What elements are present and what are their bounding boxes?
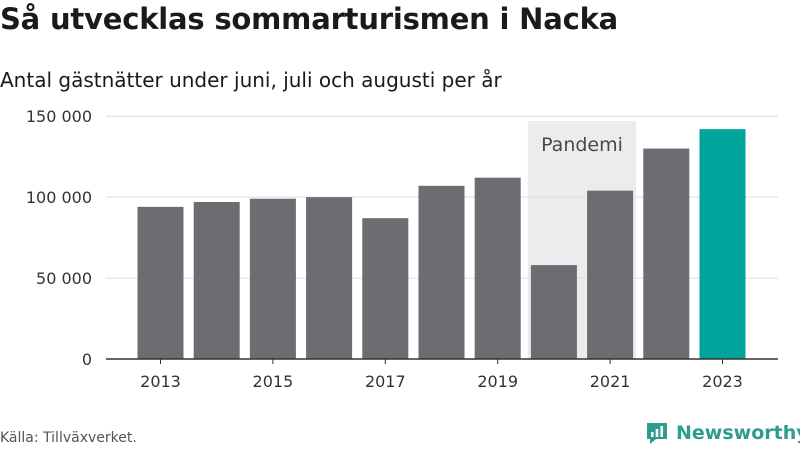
bar-2016 — [306, 197, 353, 359]
bar-2017 — [362, 218, 409, 359]
x-tick-label: 2019 — [477, 372, 518, 391]
x-tick-label: 2023 — [702, 372, 743, 391]
bar-2021 — [587, 190, 634, 359]
brand-logo: Newsworthy — [644, 420, 800, 446]
bar-2013 — [137, 206, 184, 359]
x-tick-label: 2017 — [365, 372, 406, 391]
chart-subtitle: Antal gästnätter under juni, juli och au… — [0, 68, 502, 92]
brand-name: Newsworthy — [676, 422, 800, 444]
bar-2018 — [418, 185, 465, 359]
bar-2020 — [530, 265, 577, 359]
x-tick-label: 2015 — [253, 372, 294, 391]
bar-2022 — [643, 148, 690, 359]
y-tick-label: 100 000 — [26, 188, 92, 207]
y-tick-label: 50 000 — [36, 269, 92, 288]
chart-title: Så utvecklas sommarturismen i Nacka — [0, 2, 619, 36]
bar-chart: Pandemi 0 50 000 100 000 150 000 2013 2015 2017… — [26, 107, 778, 391]
bar-2019 — [474, 177, 521, 359]
bar-2023 — [699, 129, 746, 359]
x-tick-label: 2021 — [590, 372, 631, 391]
y-tick-label: 150 000 — [26, 107, 92, 126]
pandemic-label: Pandemi — [541, 134, 623, 156]
bar-2015 — [249, 198, 296, 359]
bar-2014 — [193, 201, 240, 359]
newsworthy-logo-icon — [647, 423, 667, 444]
x-tick-label: 2013 — [140, 372, 181, 391]
source-note: Källa: Tillväxverket. — [0, 430, 137, 446]
y-tick-label: 0 — [82, 350, 92, 369]
